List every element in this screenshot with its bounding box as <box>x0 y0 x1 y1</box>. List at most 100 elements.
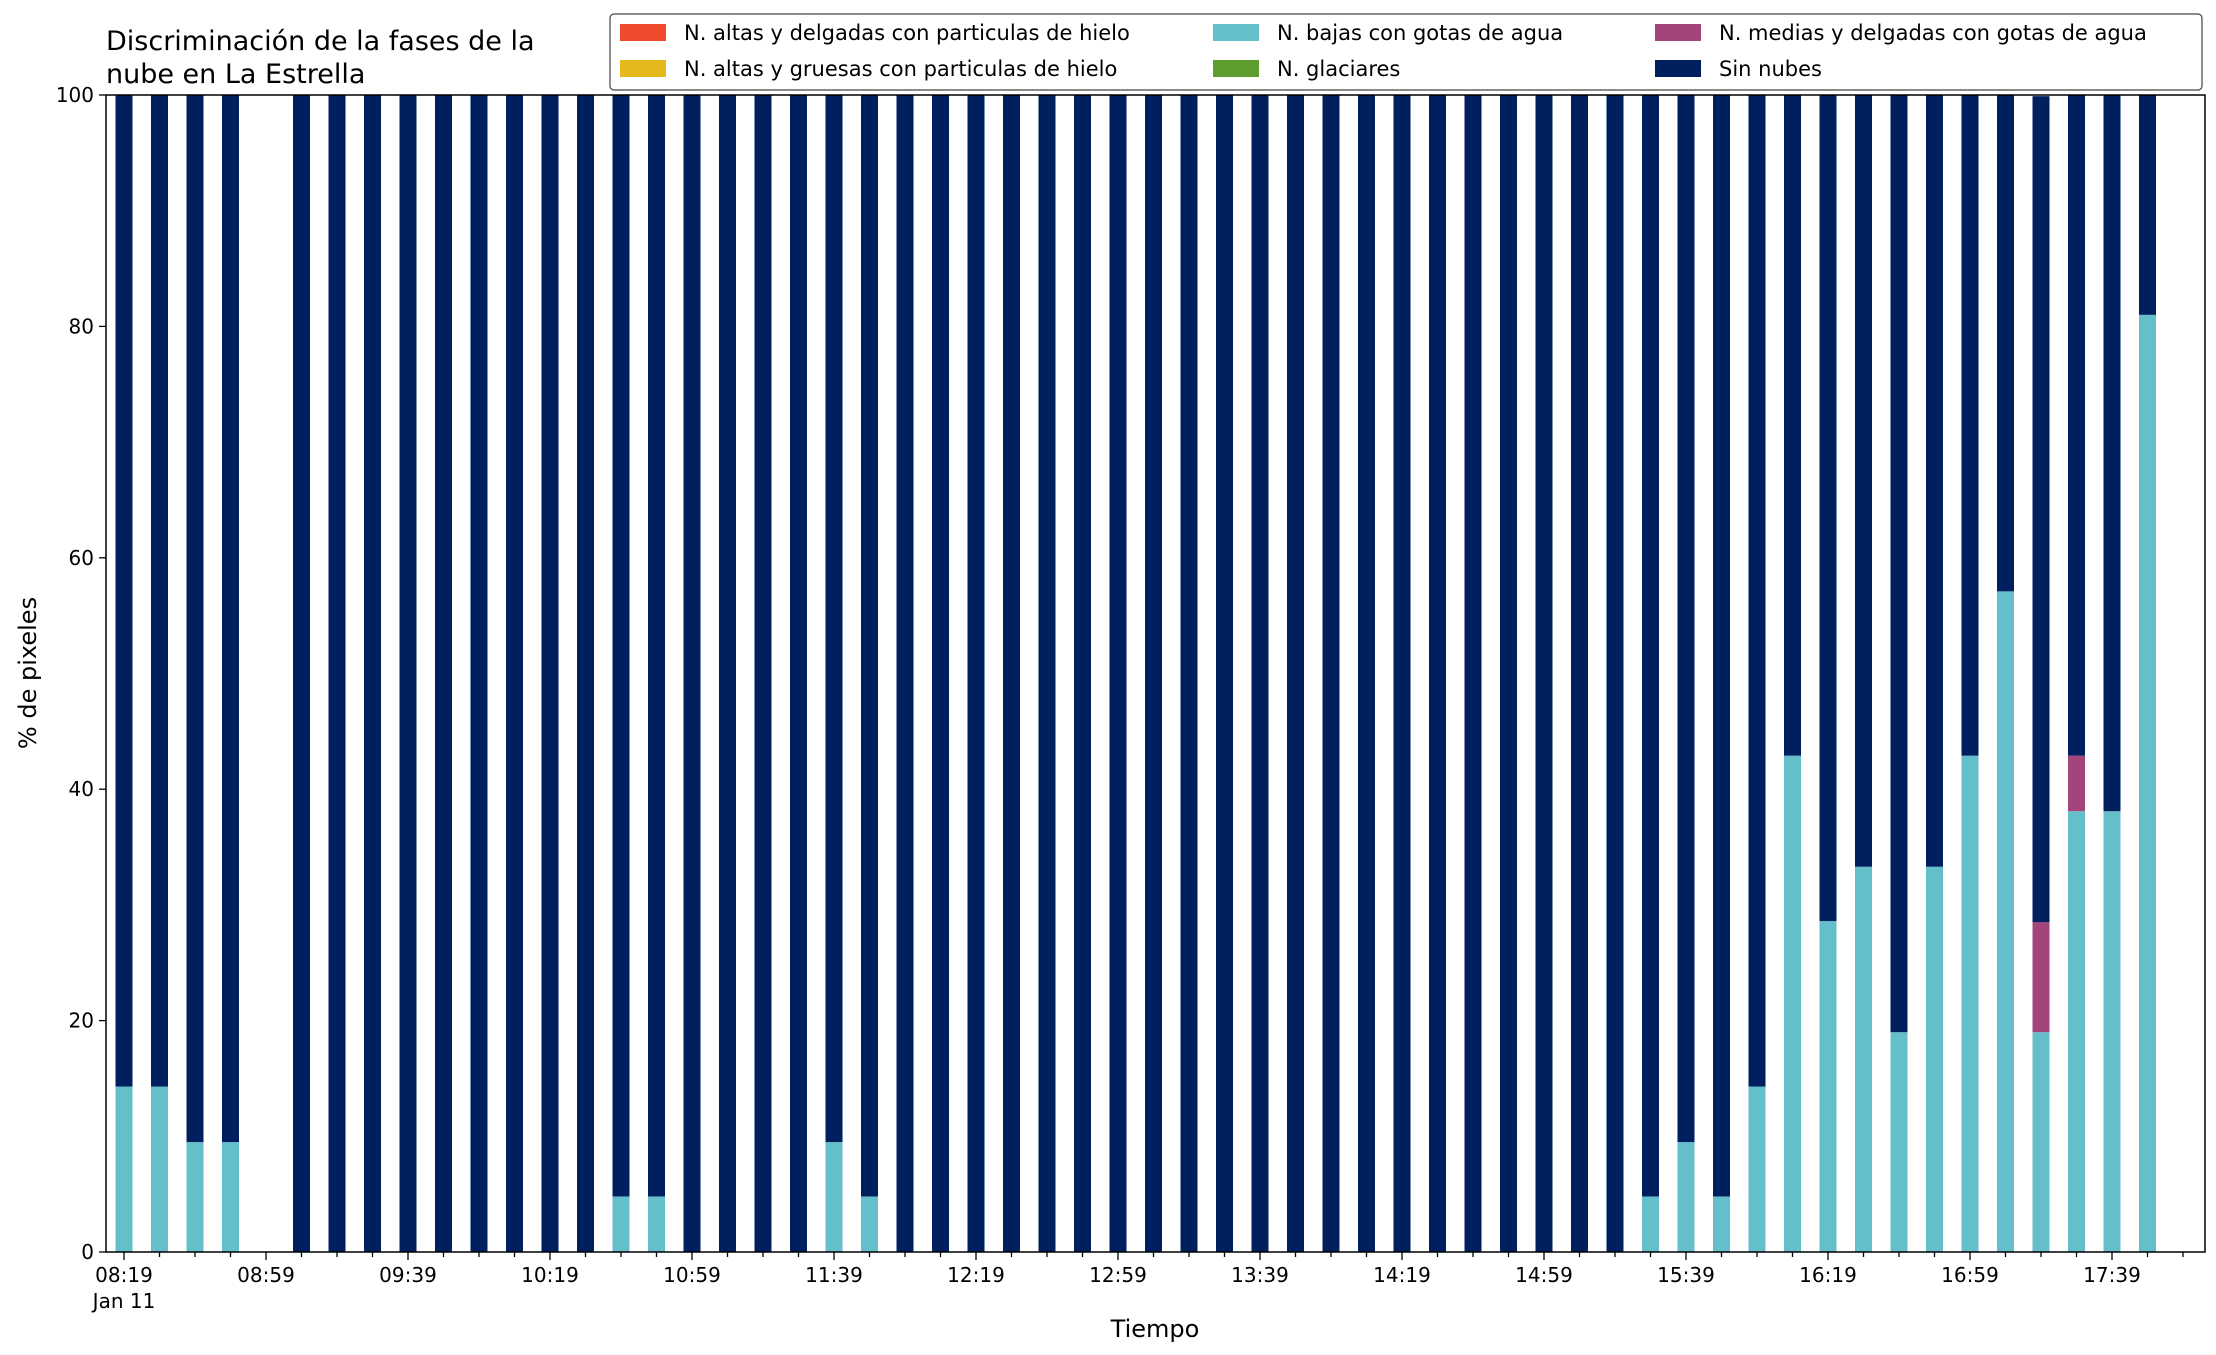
bar-segment-32-series-5 <box>1251 95 1269 1252</box>
y-tick-label-0: 0 <box>81 1240 94 1264</box>
bar-segment-49-series-5 <box>1855 95 1872 867</box>
bar-segment-29-series-5 <box>1145 95 1162 1252</box>
x-tick-label-8: 13:39 <box>1231 1263 1289 1287</box>
bar-segment-11-series-5 <box>506 95 523 1252</box>
bar-segment-12-series-5 <box>541 95 559 1252</box>
bar-segment-22-series-5 <box>896 95 914 1252</box>
bar-segment-56-series-2 <box>2103 811 2121 1252</box>
bar-segment-35-series-5 <box>1358 95 1375 1252</box>
bar-segment-44-series-5 <box>1677 95 1695 1143</box>
bar-segment-50-series-5 <box>1890 95 1908 1033</box>
bar-segment-19-series-5 <box>790 95 807 1252</box>
bar-segment-24-series-5 <box>967 95 985 1252</box>
bar-segment-54-series-2 <box>2032 1032 2050 1252</box>
legend-swatch-0 <box>620 24 666 41</box>
y-tick-label-5: 100 <box>56 83 94 107</box>
x-tick-label-14: 17:39 <box>2083 1263 2141 1287</box>
legend-label-0: N. altas y delgadas con particulas de hi… <box>684 21 1130 45</box>
x-tick-label-10: 14:59 <box>1515 1263 1573 1287</box>
bar-segment-34-series-5 <box>1322 95 1340 1252</box>
x-date-label: Jan 11 <box>91 1289 156 1313</box>
bar-segment-7-series-5 <box>364 95 381 1252</box>
bar-segment-46-series-5 <box>1748 95 1766 1087</box>
bar-segment-8-series-5 <box>399 95 417 1252</box>
legend-swatch-5 <box>1655 60 1701 77</box>
bar-segment-45-series-2 <box>1713 1196 1730 1252</box>
y-tick-label-2: 40 <box>69 777 94 801</box>
bar-segment-43-series-2 <box>1642 1196 1659 1252</box>
x-tick-label-0: 08:19 <box>95 1263 153 1287</box>
bar-segment-48-series-5 <box>1819 95 1837 922</box>
bar-segment-47-series-5 <box>1784 95 1801 756</box>
legend: N. altas y delgadas con particulas de hi… <box>609 13 2203 91</box>
bar-segment-14-series-5 <box>612 95 630 1197</box>
bar-segment-2-series-2 <box>186 1142 204 1252</box>
chart-title-line-2: nube en La Estrella <box>106 59 365 90</box>
bar-segment-53-series-2 <box>1997 591 2014 1252</box>
bar-segment-20-series-2 <box>825 1142 843 1252</box>
bar-segment-55-series-5 <box>2068 95 2085 756</box>
bar-segment-27-series-5 <box>1074 95 1091 1252</box>
bar-segment-14-series-2 <box>612 1196 630 1252</box>
x-tick-label-6: 12:19 <box>947 1263 1005 1287</box>
x-tick-label-7: 12:59 <box>1089 1263 1147 1287</box>
bar-segment-5-series-5 <box>293 95 310 1252</box>
legend-label-2: N. bajas con gotas de agua <box>1277 21 1563 45</box>
legend-label-4: N. medias y delgadas con gotas de agua <box>1719 21 2147 45</box>
x-axis-label: Tiempo <box>1110 1315 1200 1343</box>
bar-segment-45-series-5 <box>1713 95 1730 1197</box>
bar-segment-23-series-5 <box>932 95 949 1252</box>
bar-segment-50-series-2 <box>1890 1032 1908 1252</box>
bar-segment-3-series-5 <box>222 95 239 1143</box>
bar-segment-42-series-5 <box>1606 95 1624 1252</box>
bar-segment-10-series-5 <box>470 95 488 1252</box>
y-axis-label: % de pixeles <box>14 597 42 749</box>
legend-label-3: N. glaciares <box>1277 57 1400 81</box>
bar-segment-57-series-5 <box>2139 95 2156 315</box>
bar-segment-54-series-5 <box>2032 96 2050 923</box>
bar-segment-28-series-5 <box>1109 95 1127 1252</box>
x-tick-label-12: 16:19 <box>1799 1263 1857 1287</box>
bar-segment-41-series-5 <box>1571 95 1588 1252</box>
plot-frame <box>105 94 2206 1253</box>
bar-segment-52-series-5 <box>1961 95 1979 756</box>
x-tick-label-2: 09:39 <box>379 1263 437 1287</box>
legend-swatch-2 <box>1213 24 1259 41</box>
bar-segment-40-series-5 <box>1535 95 1553 1252</box>
bar-segment-53-series-5 <box>1997 95 2014 592</box>
x-tick-label-1: 08:59 <box>237 1263 295 1287</box>
bar-segment-52-series-2 <box>1961 755 1979 1252</box>
bar-segment-21-series-5 <box>861 95 878 1197</box>
x-tick-label-11: 15:39 <box>1657 1263 1715 1287</box>
bar-segment-57-series-2 <box>2139 314 2156 1253</box>
bar-segment-26-series-5 <box>1038 95 1056 1252</box>
bar-segment-54-series-4 <box>2032 922 2050 1033</box>
bar-stacks <box>115 95 2156 1253</box>
legend-swatch-1 <box>620 60 666 77</box>
bar-segment-25-series-5 <box>1003 95 1020 1252</box>
bar-segment-6-series-5 <box>328 95 346 1252</box>
bar-segment-36-series-5 <box>1393 95 1411 1252</box>
bar-segment-38-series-5 <box>1464 95 1482 1252</box>
bar-segment-1-series-5 <box>151 95 168 1087</box>
bar-segment-31-series-5 <box>1216 95 1233 1252</box>
bar-segment-0-series-2 <box>115 1086 133 1252</box>
bar-segment-39-series-5 <box>1500 95 1517 1252</box>
bar-segment-43-series-5 <box>1642 95 1659 1197</box>
x-tick-label-9: 14:19 <box>1373 1263 1431 1287</box>
x-tick-label-13: 16:59 <box>1941 1263 1999 1287</box>
bar-segment-15-series-2 <box>648 1196 665 1252</box>
bar-segment-51-series-5 <box>1926 95 1943 867</box>
bar-segment-30-series-5 <box>1180 95 1198 1252</box>
bar-segment-49-series-2 <box>1855 866 1872 1252</box>
legend-label-5: Sin nubes <box>1719 57 1822 81</box>
y-tick-label-4: 80 <box>69 314 94 338</box>
bar-segment-0-series-5 <box>115 95 133 1087</box>
bar-segment-55-series-2 <box>2068 811 2085 1252</box>
chart-title-line-1: Discriminación de la fases de la <box>106 26 535 57</box>
x-tick-label-3: 10:19 <box>521 1263 579 1287</box>
bar-segment-51-series-2 <box>1926 866 1943 1252</box>
bar-segment-1-series-2 <box>151 1086 168 1252</box>
x-tick-label-4: 10:59 <box>663 1263 721 1287</box>
